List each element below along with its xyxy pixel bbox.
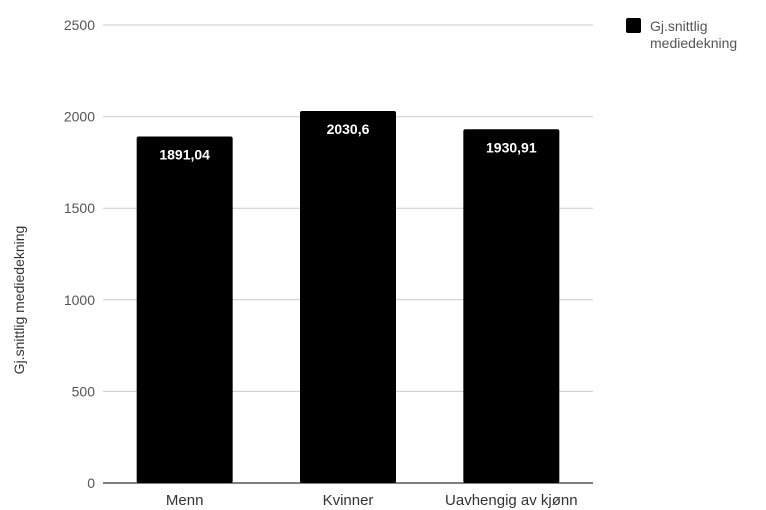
legend: Gj.snittlig mediedekning xyxy=(626,18,737,51)
data-label: 2030,6 xyxy=(327,121,370,137)
y-tick-label: 0 xyxy=(87,475,95,491)
x-tick-label: Kvinner xyxy=(323,492,374,509)
y-tick-labels: 0 500 1000 1500 2000 2500 xyxy=(64,17,95,491)
legend-swatch xyxy=(626,18,641,33)
legend-label-line-2: mediedekning xyxy=(650,35,737,51)
x-tick-label: Menn xyxy=(166,492,204,509)
y-tick-label: 500 xyxy=(72,383,96,399)
x-tick-label: Uavhengig av kjønn xyxy=(445,492,578,509)
y-tick-label: 2500 xyxy=(64,17,95,33)
bars xyxy=(136,110,560,484)
y-tick-label: 2000 xyxy=(64,109,95,125)
y-tick-label: 1000 xyxy=(64,292,95,308)
bar xyxy=(300,110,396,483)
data-labels: 1891,04 2030,6 1930,91 xyxy=(159,121,536,163)
bar xyxy=(463,129,560,483)
x-tick-labels: Menn Kvinner Uavhengig av kjønn xyxy=(166,492,578,509)
y-tick-label: 1500 xyxy=(64,200,95,216)
bar xyxy=(136,136,233,484)
y-axis-title: Gj.snittlig mediedekning xyxy=(11,226,27,375)
data-label: 1891,04 xyxy=(159,147,210,163)
data-label: 1930,91 xyxy=(486,139,537,155)
legend-label-line-1: Gj.snittlig xyxy=(650,18,708,34)
